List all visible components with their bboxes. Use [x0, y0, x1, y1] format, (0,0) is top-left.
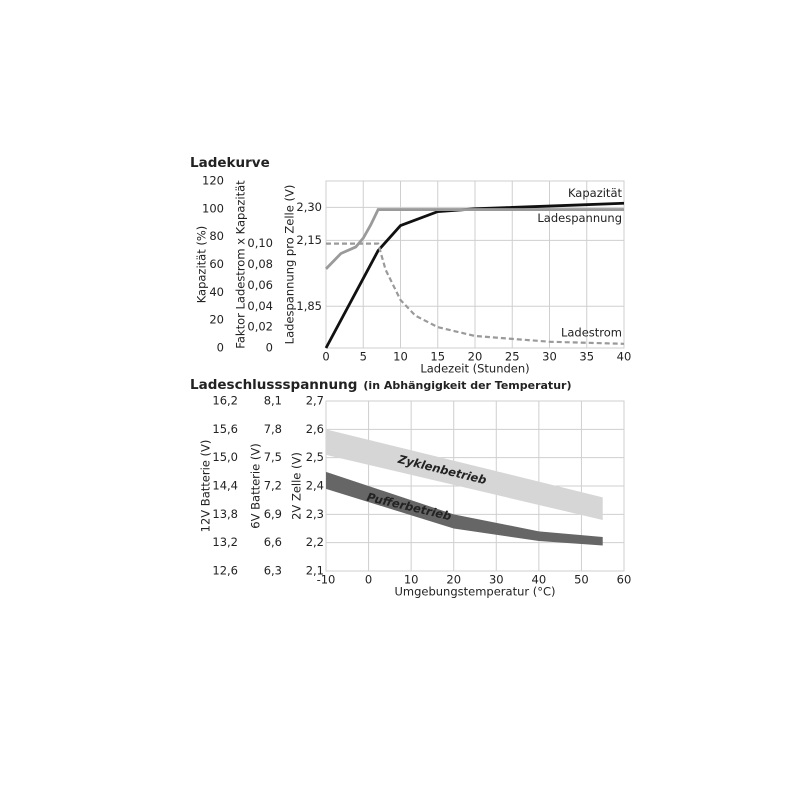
x-tick-label: 20	[446, 573, 461, 587]
y-tick-label: 6,6	[264, 535, 282, 549]
plot-frame	[325, 180, 625, 349]
y-tick-label: 80	[209, 229, 224, 243]
y-tick-label: 8,1	[264, 394, 282, 408]
y-tick-label: 0,08	[247, 257, 273, 271]
x-tick-label: 10	[393, 350, 408, 364]
y-tick-label: 2,1	[306, 564, 324, 578]
y-tick-label: 12,6	[212, 564, 238, 578]
y-tick-label: 2,4	[306, 479, 324, 493]
y-tick-label: 2,15	[296, 233, 322, 247]
x-axis-label: Ladezeit (Stunden)	[420, 362, 529, 376]
line	[324, 201, 625, 349]
band	[326, 429, 603, 520]
chart-subtitle: (in Abhängigkeit der Temperatur)	[363, 379, 571, 392]
x-tick-label: 5	[360, 350, 367, 364]
x-tick-label: 25	[505, 350, 520, 364]
x-tick-label: -10	[317, 573, 336, 587]
y-tick-label: 2,30	[296, 200, 322, 214]
x-tick-label: 60	[617, 573, 632, 587]
y-tick-label: 16,2	[212, 394, 238, 408]
x-tick-label: 15	[430, 350, 445, 364]
x-tick-label: 50	[574, 573, 589, 587]
series-label: Ladestrom	[561, 325, 622, 339]
y-tick-label: 100	[202, 201, 224, 215]
y-tick-label: 14,4	[212, 479, 238, 493]
y-tick-label: 7,2	[264, 479, 282, 493]
y-tick-label: 6,9	[264, 507, 282, 521]
y-axis-label: Kapazität (%)	[195, 226, 209, 304]
x-tick-label: 0	[322, 350, 329, 364]
y-tick-label: 2,6	[306, 422, 324, 436]
y-tick-label: 60	[209, 257, 224, 271]
y-tick-label: 2,2	[306, 535, 324, 549]
y-tick-label: 0,06	[247, 278, 273, 292]
y-tick-label: 0,02	[247, 320, 273, 334]
y-tick-label: 2,3	[306, 507, 324, 521]
y-tick-label: 6,3	[264, 564, 282, 578]
band	[326, 471, 603, 546]
y-tick-label: 120	[202, 174, 224, 188]
x-tick-label: 40	[617, 350, 632, 364]
chart-title: Ladekurve	[190, 155, 270, 171]
y-axis-label: Ladespannung pro Zelle (V)	[283, 185, 297, 345]
series-label: Kapazität	[568, 186, 623, 200]
x-tick-label: 30	[489, 573, 504, 587]
y-tick-label: 7,5	[264, 450, 282, 464]
y-axis-label: 2V Zelle (V)	[290, 452, 304, 520]
y-tick-label: 1,85	[296, 299, 322, 313]
y-tick-label: 15,6	[212, 422, 238, 436]
y-tick-label: 0,04	[247, 299, 273, 313]
y-tick-label: 13,2	[212, 535, 238, 549]
x-tick-label: 35	[579, 350, 594, 364]
y-tick-label: 15,0	[212, 450, 238, 464]
y-tick-label: 2,5	[306, 450, 324, 464]
x-tick-label: 10	[404, 573, 419, 587]
band-label: Pufferbetrieb	[365, 490, 452, 523]
x-axis-label: Umgebungstemperatur (°C)	[394, 585, 555, 599]
y-tick-label: 20	[209, 313, 224, 327]
line	[324, 208, 624, 270]
y-tick-label: 40	[209, 285, 224, 299]
x-tick-label: 40	[532, 573, 547, 587]
y-axis-label: Faktor Ladestrom x Kapazität	[234, 180, 248, 349]
y-axis-label: 12V Batterie (V)	[199, 440, 213, 533]
y-tick-label: 0	[266, 341, 273, 355]
y-tick-label: 13,8	[212, 507, 238, 521]
y-tick-label: 0,10	[247, 236, 273, 250]
y-axis-label: 6V Batterie (V)	[249, 443, 263, 528]
chart-title: Ladeschlussspannung	[190, 377, 357, 393]
y-tick-label: 2,7	[306, 394, 324, 408]
x-tick-label: 20	[468, 350, 483, 364]
y-tick-label: 0	[217, 341, 224, 355]
x-tick-label: 0	[365, 573, 372, 587]
y-tick-label: 7,8	[264, 422, 282, 436]
x-tick-label: 30	[542, 350, 557, 364]
series-label: Ladespannung	[537, 211, 622, 225]
